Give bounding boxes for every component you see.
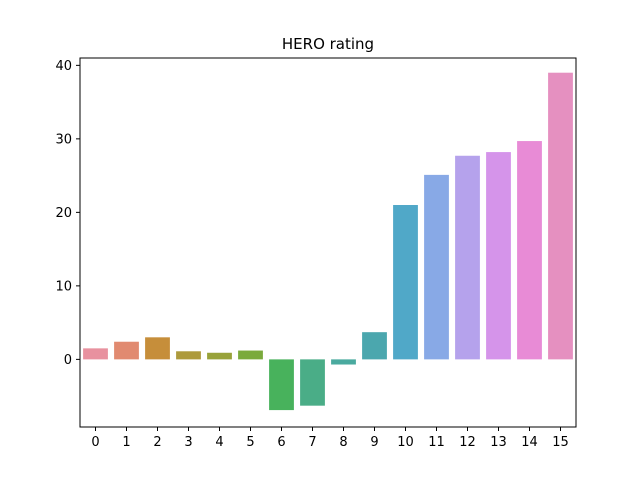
x-tick-label: 1 <box>122 435 130 450</box>
bars-layer <box>83 72 573 411</box>
bar-14 <box>517 141 542 360</box>
chart-title: HERO rating <box>282 35 374 53</box>
bar-8 <box>331 359 356 365</box>
bar-1 <box>114 341 139 360</box>
bar-6 <box>269 359 294 411</box>
bar-5 <box>238 350 263 360</box>
x-tick-label: 13 <box>490 435 507 450</box>
x-tick-label: 15 <box>552 435 569 450</box>
bar-15 <box>548 72 573 360</box>
bar-3 <box>176 351 201 360</box>
y-axis: 0 10 20 30 40 <box>55 59 80 368</box>
y-tick-label: 10 <box>55 279 72 294</box>
x-tick-label: 7 <box>308 435 316 450</box>
y-tick-label: 0 <box>64 353 72 368</box>
bar-2 <box>145 337 170 360</box>
x-tick-label: 8 <box>339 435 347 450</box>
x-tick-label: 12 <box>459 435 476 450</box>
x-tick-label: 9 <box>370 435 378 450</box>
bar-10 <box>393 205 418 360</box>
bar-7 <box>300 359 325 406</box>
x-tick-label: 14 <box>521 435 538 450</box>
x-tick-label: 5 <box>246 435 254 450</box>
x-tick-label: 6 <box>277 435 285 450</box>
bar-4 <box>207 352 232 360</box>
x-tick-label: 2 <box>153 435 161 450</box>
x-tick-label: 11 <box>428 435 445 450</box>
y-tick-label: 20 <box>55 206 72 221</box>
bar-12 <box>455 155 480 360</box>
bar-9 <box>362 332 387 360</box>
y-tick-label: 30 <box>55 132 72 147</box>
bar-0 <box>83 348 108 360</box>
x-axis: 0 1 2 3 4 5 6 7 8 9 10 11 12 13 14 15 <box>91 427 569 450</box>
plot-frame <box>79 57 577 428</box>
x-tick-label: 4 <box>215 435 223 450</box>
y-tick-label: 40 <box>55 59 72 74</box>
x-tick-label: 3 <box>184 435 192 450</box>
bar-13 <box>486 152 511 360</box>
x-tick-label: 0 <box>91 435 99 450</box>
x-tick-label: 10 <box>397 435 414 450</box>
bar-11 <box>424 174 449 360</box>
